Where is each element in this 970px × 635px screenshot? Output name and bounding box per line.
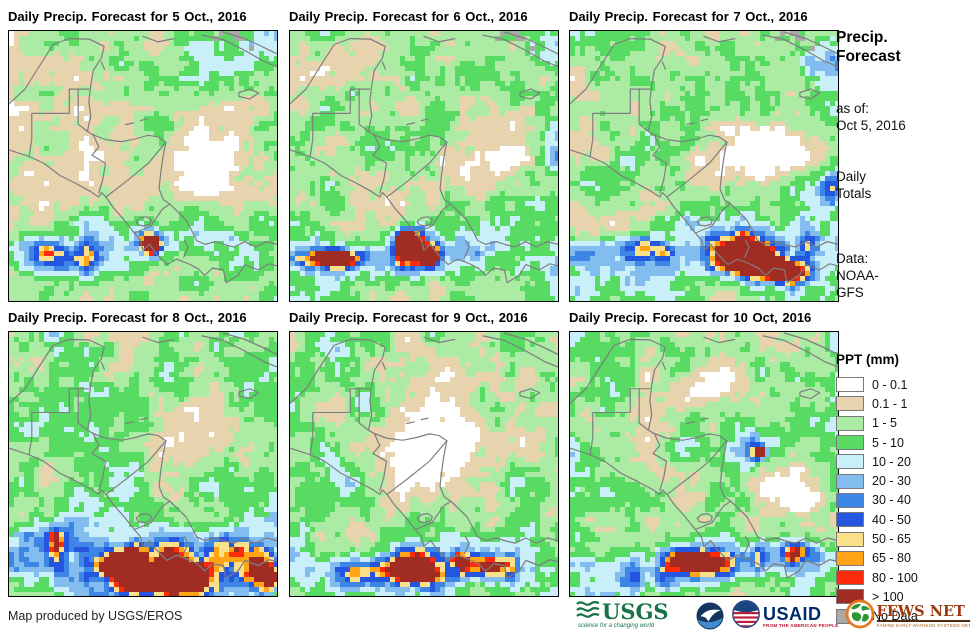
sidebar-period: Daily Totals (836, 168, 871, 202)
asof-label: as of: (836, 101, 870, 116)
legend-row: 30 - 40 (836, 491, 918, 510)
sidebar-title-line: Precip. (836, 29, 888, 46)
usgs-logo: USGS science for a changing world (576, 599, 692, 632)
legend-label: 5 - 10 (872, 435, 904, 450)
usaid-logo: USAID FROM THE AMERICAN PEOPLE (732, 599, 839, 633)
legend-row: 40 - 50 (836, 510, 918, 529)
source-line: GFS (836, 285, 864, 300)
panel-title: Daily Precip. Forecast for 9 Oct., 2016 (289, 310, 528, 325)
legend-swatch (836, 512, 864, 528)
fewsnet-name: FEWS NET (876, 604, 970, 622)
usgs-wordmark: USGS (602, 599, 669, 624)
fewsnet-logo: FEWS NET FAMINE EARLY WARNING SYSTEMS NE… (845, 599, 970, 634)
usgs-waves-icon (576, 601, 600, 626)
forecast-panel: Daily Precip. Forecast for 6 Oct., 2016 (289, 6, 561, 302)
sidebar-title: Precip. Forecast (836, 28, 901, 66)
precip-map-canvas (289, 331, 559, 597)
asof-date: Oct 5, 2016 (836, 118, 906, 133)
legend-row: 20 - 30 (836, 471, 918, 490)
legend-label: 0.1 - 1 (872, 396, 908, 411)
source-line: NOAA- (836, 268, 879, 283)
forecast-panel: Daily Precip. Forecast for 5 Oct., 2016 (8, 6, 280, 302)
legend-swatch (836, 570, 864, 586)
legend-swatch (836, 492, 864, 508)
fewsnet-tagline: FAMINE EARLY WARNING SYSTEMS NETWORK (876, 623, 970, 628)
precip-map-canvas (289, 30, 559, 302)
forecast-panel: Daily Precip. Forecast for 10 Oct, 2016 (569, 307, 841, 597)
legend-label: 1 - 5 (872, 416, 898, 431)
panel-title: Daily Precip. Forecast for 10 Oct, 2016 (569, 310, 812, 325)
attribution-text: Map produced by USGS/EROS (8, 609, 183, 623)
legend-swatch (836, 396, 864, 412)
legend-label: 80 - 100 (872, 570, 918, 585)
forecast-panel: Daily Precip. Forecast for 9 Oct., 2016 (289, 307, 561, 597)
period-line: Totals (836, 186, 872, 201)
panel-title: Daily Precip. Forecast for 7 Oct., 2016 (569, 9, 808, 24)
sidebar-source: Data: NOAA- GFS (836, 250, 879, 301)
legend-label: No Data (872, 609, 918, 624)
legend-row: 1 - 5 (836, 414, 918, 433)
legend-swatch (836, 473, 864, 489)
legend-swatch (836, 531, 864, 547)
legend-label: 40 - 50 (872, 512, 911, 527)
sidebar-asof: as of: Oct 5, 2016 (836, 100, 906, 134)
panel-title: Daily Precip. Forecast for 6 Oct., 2016 (289, 9, 528, 24)
precip-map-canvas (8, 331, 278, 597)
legend-swatch (836, 550, 864, 566)
legend-row: 80 - 100 (836, 568, 918, 587)
fewsnet-globe-icon (845, 599, 875, 634)
source-label: Data: (836, 251, 869, 266)
sidebar-title-line: Forecast (836, 48, 901, 65)
legend-row: 0.1 - 1 (836, 394, 918, 413)
legend-title: PPT (mm) (836, 352, 900, 367)
legend-label: 20 - 30 (872, 474, 911, 489)
legend-label: 30 - 40 (872, 493, 911, 508)
precip-map-canvas (569, 30, 839, 302)
legend-label: 0 - 0.1 (872, 377, 908, 392)
usaid-seal-icon (732, 599, 760, 633)
precip-map-canvas (8, 30, 278, 302)
legend: PPT (mm) 0 - 0.1 0.1 - 1 1 - 5 5 - 10 10 - 2… (836, 352, 918, 626)
usaid-wordmark: USAID FROM THE AMERICAN PEOPLE (763, 605, 839, 628)
legend-row: 0 - 0.1 (836, 375, 918, 394)
panel-title: Daily Precip. Forecast for 5 Oct., 2016 (8, 9, 247, 24)
legend-label: 65 - 80 (872, 551, 911, 566)
legend-label: 50 - 65 (872, 532, 911, 547)
usaid-tagline: FROM THE AMERICAN PEOPLE (763, 622, 839, 628)
legend-row: 50 - 65 (836, 529, 918, 548)
legend-row: 5 - 10 (836, 433, 918, 452)
legend-swatch (836, 435, 864, 451)
period-line: Daily (836, 169, 867, 184)
legend-swatch (836, 377, 864, 393)
logos-row: USGS science for a changing world (576, 599, 970, 633)
usaid-name: USAID (763, 603, 822, 624)
legend-row: 10 - 20 (836, 452, 918, 471)
forecast-panel: Daily Precip. Forecast for 7 Oct., 2016 (569, 6, 841, 302)
usgs-tagline: science for a changing world (578, 623, 655, 629)
legend-entries: 0 - 0.1 0.1 - 1 1 - 5 5 - 10 10 - 20 20 - 30 3… (836, 375, 918, 626)
noaa-logo-icon (696, 602, 724, 630)
panel-title: Daily Precip. Forecast for 8 Oct., 2016 (8, 310, 247, 325)
legend-row: 65 - 80 (836, 549, 918, 568)
fewsnet-wordmark: FEWS NET FAMINE EARLY WARNING SYSTEMS NE… (876, 604, 970, 628)
precip-map-canvas (569, 331, 839, 597)
legend-swatch (836, 415, 864, 431)
forecast-panel: Daily Precip. Forecast for 8 Oct., 2016 (8, 307, 280, 597)
legend-label: > 100 (872, 589, 904, 604)
legend-label: 10 - 20 (872, 454, 911, 469)
legend-swatch (836, 454, 864, 470)
